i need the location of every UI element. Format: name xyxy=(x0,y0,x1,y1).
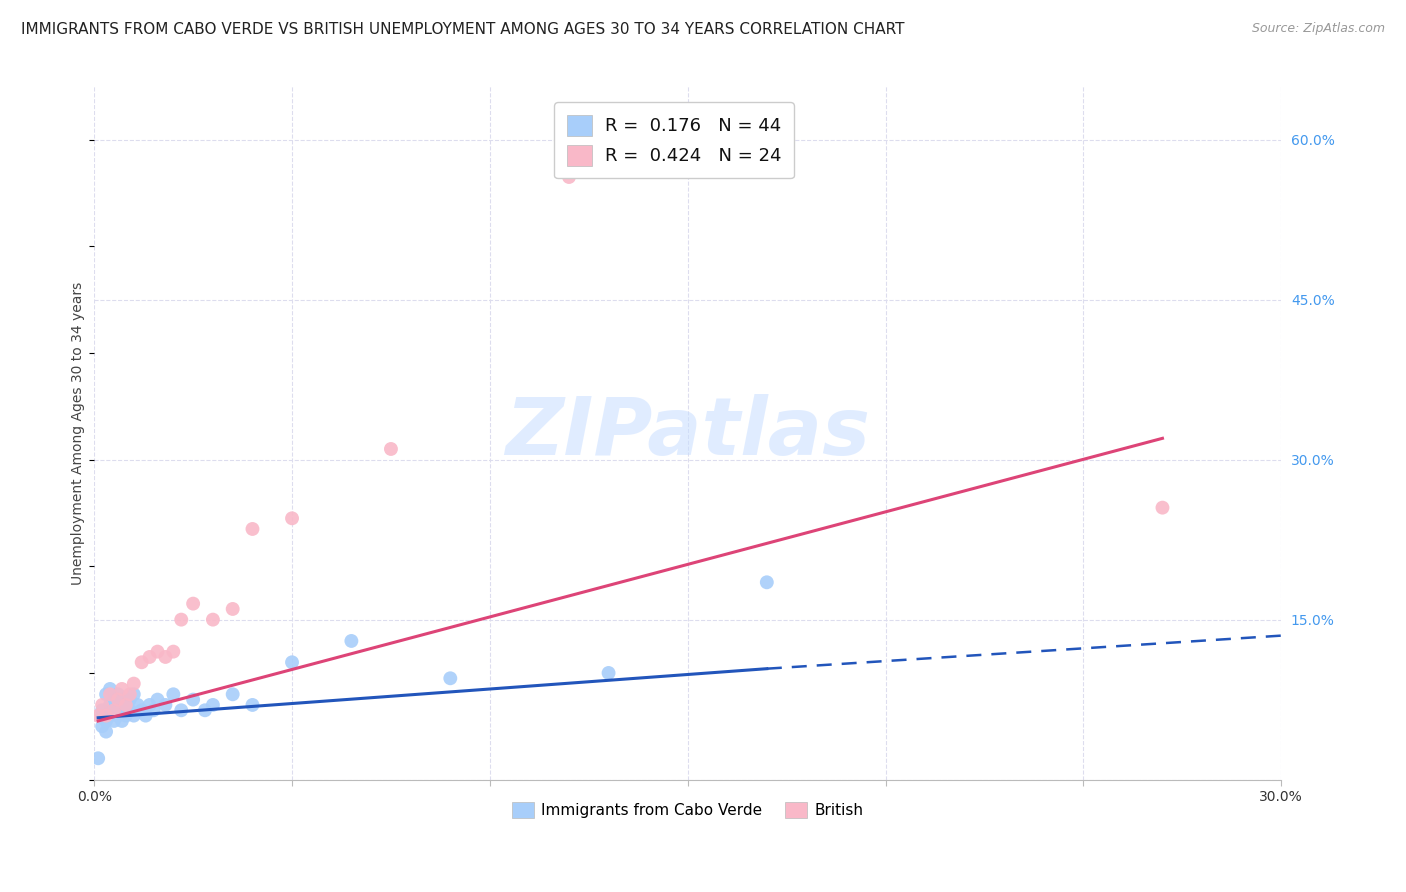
Point xyxy=(201,698,224,712)
Point xyxy=(146,645,169,659)
Point xyxy=(135,708,157,723)
Text: ZIPatlas: ZIPatlas xyxy=(505,394,870,472)
Point xyxy=(281,655,304,669)
Point xyxy=(87,708,110,723)
Point xyxy=(170,703,193,717)
Point xyxy=(181,692,204,706)
Point xyxy=(138,698,160,712)
Point xyxy=(107,687,129,701)
Point xyxy=(118,687,141,701)
Point xyxy=(131,703,153,717)
Point xyxy=(103,703,125,717)
Point xyxy=(181,597,204,611)
Point xyxy=(103,703,125,717)
Point xyxy=(98,687,121,701)
Point xyxy=(170,613,193,627)
Point xyxy=(91,708,114,723)
Point xyxy=(107,698,129,712)
Point xyxy=(598,665,620,680)
Point xyxy=(221,602,243,616)
Point xyxy=(94,724,117,739)
Point xyxy=(194,703,217,717)
Point xyxy=(115,708,138,723)
Point xyxy=(98,681,121,696)
Point xyxy=(98,698,121,712)
Legend: Immigrants from Cabo Verde, British: Immigrants from Cabo Verde, British xyxy=(506,796,869,824)
Point xyxy=(122,687,145,701)
Point xyxy=(131,655,153,669)
Point xyxy=(755,575,778,590)
Point xyxy=(103,692,125,706)
Point xyxy=(94,708,117,723)
Point xyxy=(94,687,117,701)
Point xyxy=(162,645,184,659)
Point xyxy=(107,692,129,706)
Point xyxy=(122,708,145,723)
Point xyxy=(87,751,110,765)
Point xyxy=(558,169,581,184)
Point xyxy=(111,681,134,696)
Point xyxy=(111,703,134,717)
Point xyxy=(242,698,264,712)
Point xyxy=(94,714,117,728)
Point xyxy=(103,714,125,728)
Point xyxy=(380,442,402,456)
Text: Source: ZipAtlas.com: Source: ZipAtlas.com xyxy=(1251,22,1385,36)
Point xyxy=(127,698,149,712)
Point xyxy=(242,522,264,536)
Text: IMMIGRANTS FROM CABO VERDE VS BRITISH UNEMPLOYMENT AMONG AGES 30 TO 34 YEARS COR: IMMIGRANTS FROM CABO VERDE VS BRITISH UN… xyxy=(21,22,904,37)
Point xyxy=(340,634,363,648)
Point xyxy=(201,613,224,627)
Point xyxy=(138,649,160,664)
Point xyxy=(98,708,121,723)
Point xyxy=(281,511,304,525)
Point xyxy=(155,649,177,664)
Point xyxy=(91,698,114,712)
Point xyxy=(221,687,243,701)
Point xyxy=(91,703,114,717)
Point xyxy=(115,698,138,712)
Point xyxy=(155,698,177,712)
Point xyxy=(111,692,134,706)
Point xyxy=(439,671,461,685)
Point xyxy=(115,698,138,712)
Point xyxy=(122,676,145,690)
Point xyxy=(146,692,169,706)
Y-axis label: Unemployment Among Ages 30 to 34 years: Unemployment Among Ages 30 to 34 years xyxy=(72,281,86,584)
Point xyxy=(1152,500,1174,515)
Point xyxy=(162,687,184,701)
Point xyxy=(142,703,165,717)
Point xyxy=(91,719,114,733)
Point xyxy=(111,714,134,728)
Point xyxy=(118,703,141,717)
Point xyxy=(107,708,129,723)
Point xyxy=(118,692,141,706)
